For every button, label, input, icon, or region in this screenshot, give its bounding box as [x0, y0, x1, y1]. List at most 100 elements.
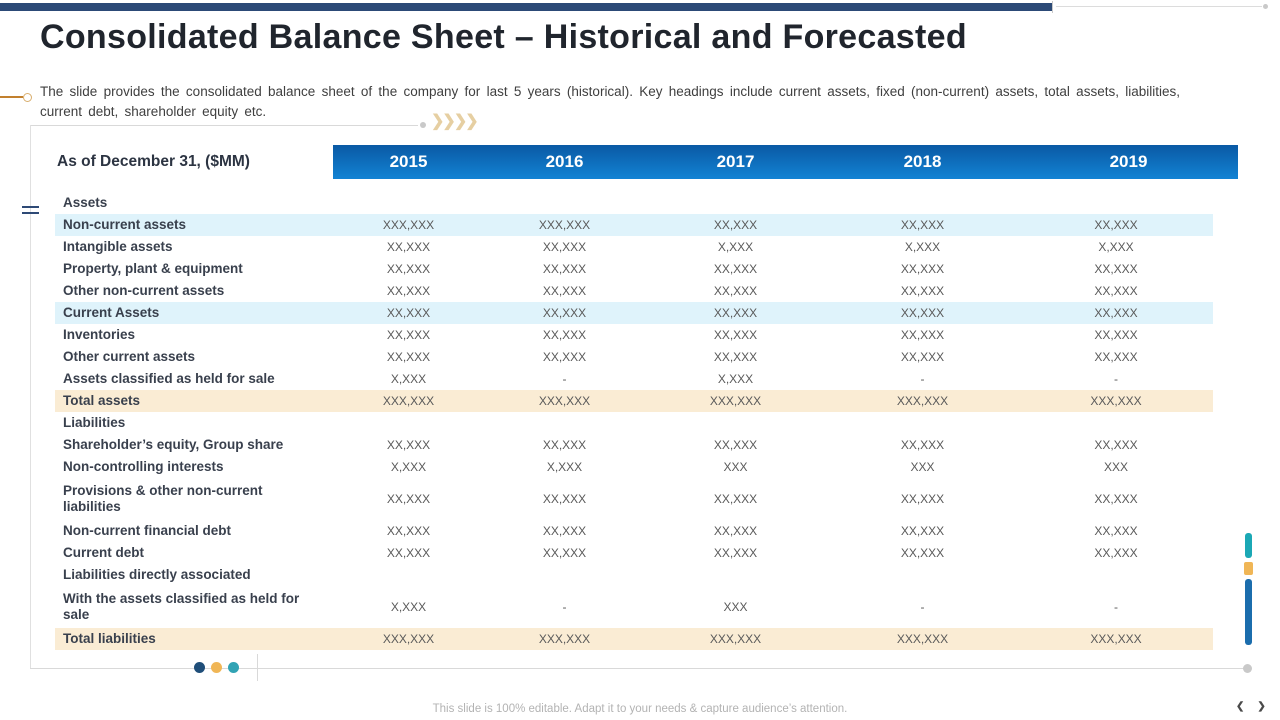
- cell-value: -: [920, 600, 925, 614]
- cell-value: XX,XXX: [1094, 306, 1138, 320]
- frame-left-border: [30, 125, 31, 668]
- cell-value: XXX,XXX: [896, 632, 949, 646]
- cell-value: XX,XXX: [900, 350, 945, 364]
- year-header-bar: 2015 2016 2017 2018 2019: [333, 145, 1238, 179]
- row-label: Provisions & other non-current liabiliti…: [63, 483, 263, 514]
- top-accent-bar: [0, 3, 1052, 11]
- table-row: Inventories XX,XXX XX,XXX XX,XXX XX,XXX XX,XX…: [55, 324, 1213, 346]
- row-label: Total assets: [63, 393, 141, 409]
- cell-value: XX,XXX: [1094, 284, 1138, 298]
- cell-value: XX,XXX: [713, 284, 758, 298]
- chevrons-right-icon: ❯❯❯❯: [431, 113, 479, 130]
- cell-value: XX,XXX: [1094, 546, 1138, 560]
- frame-top-border: [30, 125, 418, 126]
- year-header-2018: 2018: [903, 152, 942, 171]
- cell-value: XXX,XXX: [538, 394, 591, 408]
- top-bar-tick: [1052, 1, 1053, 13]
- cell-value: XX,XXX: [542, 306, 587, 320]
- cell-value: XX,XXX: [900, 546, 945, 560]
- cell-value: XX,XXX: [542, 240, 587, 254]
- cell-value: XX,XXX: [386, 306, 431, 320]
- row-label: Total liabilities: [63, 631, 156, 647]
- side-bar-blue-icon: [1245, 579, 1252, 645]
- cell-value: XXX,XXX: [538, 218, 591, 232]
- cell-value: XX,XXX: [900, 284, 945, 298]
- cell-value: XXX,XXX: [709, 394, 762, 408]
- cell-value: X,XXX: [1098, 240, 1134, 254]
- frame-bottom-border: [30, 668, 1246, 669]
- table-row: Non-controlling interests X,XXX X,XXX XXX XX…: [55, 456, 1213, 478]
- frame-bottom-end-dot: [1243, 664, 1252, 673]
- top-guide-end-dot: [1263, 4, 1268, 9]
- cell-value: XX,XXX: [542, 492, 587, 506]
- next-arrow-icon[interactable]: ❯: [1257, 701, 1266, 712]
- cell-value: XXX,XXX: [538, 632, 591, 646]
- cell-value: XXX,XXX: [709, 632, 762, 646]
- table-row: Assets: [55, 192, 1213, 214]
- prev-arrow-icon[interactable]: ❮: [1236, 701, 1245, 712]
- cell-value: X,XXX: [546, 460, 583, 474]
- cell-value: XXX: [723, 460, 748, 474]
- cell-value: XX,XXX: [386, 240, 431, 254]
- row-label: Other current assets: [63, 349, 196, 365]
- page-title: Consolidated Balance Sheet – Historical …: [40, 18, 967, 56]
- row-label: Liabilities: [63, 415, 126, 431]
- cell-value: XX,XXX: [386, 350, 431, 364]
- table-row: Other non-current assets XX,XXX XX,XXX XX,X…: [55, 280, 1213, 302]
- cell-value: XX,XXX: [713, 524, 758, 538]
- cell-value: XXX,XXX: [382, 218, 435, 232]
- subtitle-bullet-circle-icon: [23, 93, 32, 102]
- row-label: Non-controlling interests: [63, 459, 224, 475]
- table-row: Property, plant & equipment XX,XXX XX,XXX X…: [55, 258, 1213, 280]
- cell-value: XX,XXX: [713, 438, 758, 452]
- cell-value: XX,XXX: [1094, 218, 1138, 232]
- equals-marker-icon: [22, 212, 39, 214]
- cell-value: XX,XXX: [900, 218, 945, 232]
- row-label: Non-current assets: [63, 217, 187, 233]
- cell-value: XX,XXX: [386, 328, 431, 342]
- cell-value: X,XXX: [390, 372, 427, 386]
- cell-value: XX,XXX: [386, 262, 431, 276]
- table-row: Shareholder’s equity, Group share XX,XXX X…: [55, 434, 1213, 456]
- table-row: Non-current assets XXX,XXX XXX,XXX XX,XXX XX…: [55, 214, 1213, 236]
- row-label: Non-current financial debt: [63, 523, 232, 539]
- cell-value: XX,XXX: [900, 438, 945, 452]
- table-row: Total liabilities XXX,XXX XXX,XXX XXX,XXX XX…: [55, 628, 1213, 650]
- row-label: Intangible assets: [63, 239, 173, 255]
- progress-dot-orange-icon: [211, 662, 222, 673]
- table-row: Intangible assets XX,XXX XX,XXX X,XXX X,XXX X…: [55, 236, 1213, 258]
- equals-marker-icon: [22, 206, 39, 208]
- cell-value: X,XXX: [390, 600, 427, 614]
- cell-value: XX,XXX: [542, 262, 587, 276]
- row-label: Property, plant & equipment: [63, 261, 243, 277]
- cell-value: XXX,XXX: [382, 394, 435, 408]
- cell-value: XX,XXX: [900, 328, 945, 342]
- cell-value: -: [562, 372, 567, 386]
- balance-sheet-table: Assets Non-current assets XXX,XXX XXX,XXX XX…: [55, 192, 1213, 650]
- cell-value: XX,XXX: [542, 524, 587, 538]
- frame-top-end-dot: [420, 122, 426, 128]
- cell-value: -: [920, 372, 925, 386]
- cell-value: XX,XXX: [542, 438, 587, 452]
- top-guide-line: [1056, 6, 1262, 7]
- cell-value: XXX,XXX: [896, 394, 949, 408]
- row-label: Assets: [63, 195, 108, 211]
- cell-value: X,XXX: [390, 460, 427, 474]
- frame-bottom-tick: [257, 654, 258, 681]
- cell-value: -: [1114, 372, 1118, 386]
- table-row: With the assets classified as held for s…: [55, 586, 1213, 628]
- row-label: Shareholder’s equity, Group share: [63, 437, 284, 453]
- cell-value: XX,XXX: [386, 284, 431, 298]
- row-label: Current debt: [63, 545, 144, 561]
- row-label: Current Assets: [63, 305, 160, 321]
- cell-value: XXX: [1103, 460, 1128, 474]
- cell-value: XX,XXX: [1094, 492, 1138, 506]
- table-row: Total assets XXX,XXX XXX,XXX XXX,XXX XXX,XXX…: [55, 390, 1213, 412]
- cell-value: XX,XXX: [713, 218, 758, 232]
- cell-value: XXX: [723, 600, 748, 614]
- side-bar-orange-icon: [1244, 562, 1253, 575]
- cell-value: X,XXX: [904, 240, 941, 254]
- table-row: Current debt XX,XXX XX,XXX XX,XXX XX,XXX XX,X…: [55, 542, 1213, 564]
- cell-value: X,XXX: [717, 240, 754, 254]
- cell-value: XX,XXX: [713, 546, 758, 560]
